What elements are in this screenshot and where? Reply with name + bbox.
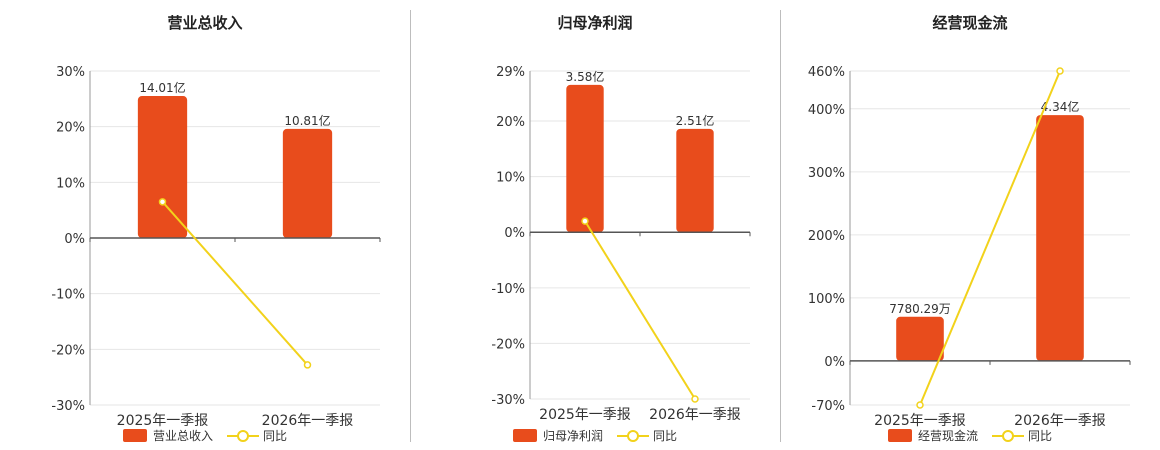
yoy-line	[584, 220, 696, 400]
x-tick-label: 2026年一季报	[262, 413, 354, 429]
legend-bar-swatch	[512, 429, 537, 442]
x-tick-label: 2025年一季报	[874, 413, 966, 429]
legend-bar-label: 营业总收入	[152, 429, 213, 443]
bar	[896, 316, 944, 361]
yoy-point	[303, 361, 312, 369]
yoy-line	[161, 201, 309, 366]
y-tick-label: -20%	[491, 337, 525, 352]
chart-title: 归母净利润	[557, 14, 633, 32]
yoy-point	[916, 401, 924, 409]
chart-title: 营业总收入	[167, 14, 243, 32]
bar	[566, 84, 604, 233]
y-tick-label: 29%	[496, 65, 525, 80]
bar	[137, 96, 188, 238]
legend-line-icon	[227, 429, 259, 442]
chart-panel-operating-cashflow: 经营现金流 460% 400% 300% 200% 100% 0% -70% 7780.29万…	[780, 0, 1160, 450]
chart-legend: 经营现金流 同比	[780, 427, 1160, 444]
bar-value-label: 10.81亿	[284, 113, 330, 128]
yoy-point	[1056, 67, 1064, 75]
yoy-point	[158, 198, 167, 206]
y-tick-label: -30%	[51, 399, 85, 414]
chart-panel-net-profit: 归母净利润 29% 20% 10% 0% -10% -20% -30% 3.58亿 2.51亿 2…	[410, 0, 780, 450]
bar-value-label: 2.51亿	[676, 113, 715, 128]
chart-svg: 30% 20% 10% 0% -10% -20% -30% 14.01亿 10.81亿 2025年…	[51, 65, 381, 429]
chart-svg: 29% 20% 10% 0% -10% -20% -30% 3.58亿 2.51亿 2025年一季…	[491, 65, 751, 423]
bar	[676, 128, 714, 233]
y-tick-label: -10%	[491, 282, 525, 297]
x-tick-label: 2025年一季报	[117, 413, 209, 429]
legend-bar-label: 经营现金流	[917, 429, 978, 443]
chart-legend: 营业总收入 同比	[0, 427, 410, 444]
y-tick-label: 460%	[808, 65, 845, 80]
yoy-point	[691, 395, 699, 403]
legend-line-icon	[617, 429, 649, 442]
legend-line-label: 同比	[1028, 429, 1053, 443]
x-tick-label: 2026年一季报	[649, 407, 741, 423]
chart-title: 经营现金流	[932, 14, 1008, 32]
y-tick-label: -20%	[51, 343, 85, 358]
panel-divider	[780, 10, 781, 442]
chart-svg: 460% 400% 300% 200% 100% 0% -70% 7780.29万 4.34亿 2…	[808, 65, 1131, 429]
x-tick-label: 2025年一季报	[539, 407, 631, 423]
y-tick-label: 0%	[64, 232, 85, 247]
legend-bar-swatch	[122, 429, 147, 442]
y-tick-label: -70%	[811, 399, 845, 414]
chart-panel-revenue: 营业总收入 30% 20% 10% 0% -10% -20% -30% 14.01亿 10.81…	[0, 0, 410, 450]
yoy-point	[581, 217, 589, 225]
y-tick-label: 0%	[824, 355, 845, 370]
yoy-line	[919, 70, 1061, 406]
chart-legend: 归母净利润 同比	[410, 427, 780, 444]
bar-value-label: 14.01亿	[139, 80, 185, 95]
y-tick-label: 10%	[56, 176, 85, 191]
y-tick-label: 100%	[808, 292, 845, 307]
y-tick-label: 30%	[56, 65, 85, 80]
bar-value-label: 4.34亿	[1041, 99, 1080, 114]
y-tick-label: 400%	[808, 103, 845, 118]
bar	[282, 128, 333, 238]
y-tick-label: 20%	[496, 115, 525, 130]
y-tick-label: -30%	[491, 393, 525, 408]
legend-line-label: 同比	[653, 429, 678, 443]
legend-line-icon	[992, 429, 1024, 442]
y-tick-label: 200%	[808, 229, 845, 244]
legend-bar-label: 归母净利润	[542, 429, 603, 443]
y-tick-label: 0%	[504, 226, 525, 241]
y-tick-label: 10%	[496, 171, 525, 186]
panel-divider	[410, 10, 411, 442]
y-tick-label: -10%	[51, 288, 85, 303]
y-tick-label: 20%	[56, 121, 85, 136]
legend-bar-swatch	[887, 429, 912, 442]
x-tick-label: 2026年一季报	[1014, 413, 1106, 429]
bar	[1036, 115, 1084, 361]
y-tick-label: 300%	[808, 166, 845, 181]
bar-value-label: 7780.29万	[889, 302, 951, 316]
bar-value-label: 3.58亿	[566, 69, 605, 84]
legend-line-label: 同比	[263, 429, 288, 443]
